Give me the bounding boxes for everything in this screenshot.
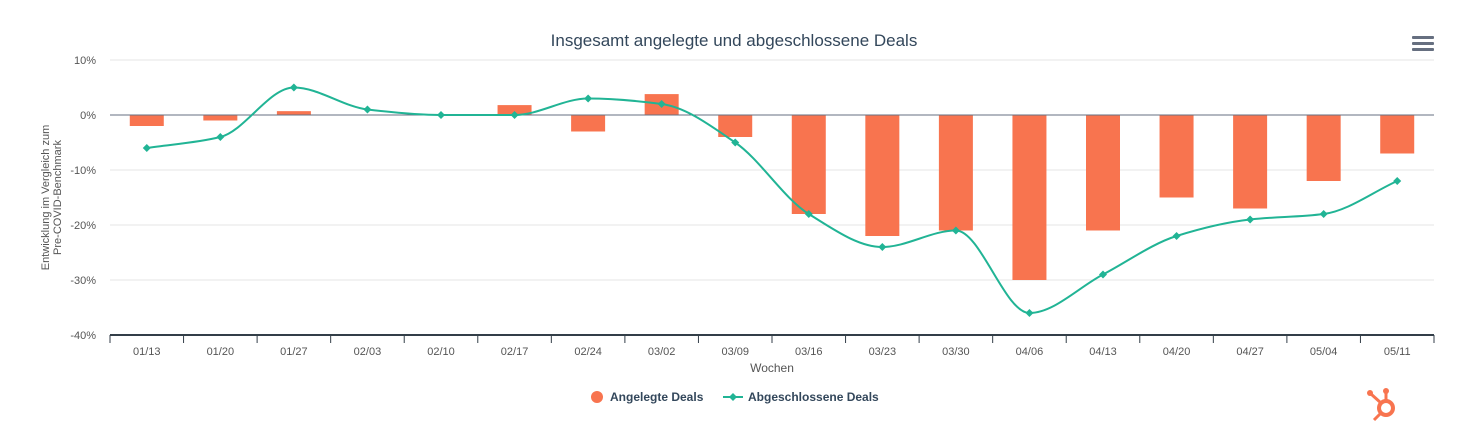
x-tick-label: 03/23: [869, 346, 897, 358]
bar-angelegte-deals: [865, 115, 900, 236]
y-tick-label: -30%: [70, 275, 96, 287]
x-tick-label: 01/27: [280, 346, 308, 358]
x-tick-label: 02/24: [574, 346, 602, 358]
point-abgeschlossene-deals: [510, 111, 519, 119]
x-tick-label: 02/03: [354, 346, 382, 358]
point-abgeschlossene-deals: [1099, 270, 1107, 279]
x-tick-label: 03/30: [942, 346, 970, 358]
y-tick-label: 10%: [74, 55, 96, 67]
point-abgeschlossene-deals: [1393, 177, 1402, 185]
point-abgeschlossene-deals: [731, 138, 740, 147]
point-abgeschlossene-deals: [437, 111, 445, 119]
bar-angelegte-deals: [497, 105, 532, 115]
x-tick-label: 03/02: [648, 346, 676, 358]
x-tick-label: 04/20: [1163, 346, 1191, 358]
legend-label-abgeschlossene-deals: Abgeschlossene Deals: [748, 390, 879, 404]
x-tick-label: 03/09: [721, 346, 749, 358]
point-abgeschlossene-deals: [363, 105, 372, 114]
bar-angelegte-deals: [276, 111, 311, 115]
x-tick-label: 04/27: [1236, 346, 1264, 358]
axes: 10% 0% -10% -20% -30% -40% 01/13 01/20 01/27 02/0…: [70, 55, 1435, 358]
x-tick-label: 04/06: [1016, 346, 1044, 358]
legend: Angelegte Deals Abgeschlossene Deals: [591, 390, 879, 404]
point-abgeschlossene-deals: [1246, 215, 1255, 224]
x-tick-label: 01/20: [207, 346, 235, 358]
bar-angelegte-deals: [1086, 115, 1120, 231]
point-abgeschlossene-deals: [657, 100, 666, 108]
bar-angelegte-deals: [1012, 115, 1047, 280]
x-tick-label: 03/16: [795, 346, 823, 358]
chart-title: Insgesamt angelegte und abgeschlossene D…: [551, 31, 918, 50]
bar-angelegte-deals: [571, 115, 606, 132]
legend-marker-angelegte-deals: [591, 391, 603, 403]
x-tick-label: 04/13: [1089, 346, 1117, 358]
bar-angelegte-deals: [938, 115, 973, 231]
bar-angelegte-deals: [1233, 115, 1268, 209]
point-abgeschlossene-deals: [142, 144, 151, 152]
bar-angelegte-deals: [203, 115, 238, 121]
point-abgeschlossene-deals: [289, 83, 298, 92]
point-abgeschlossene-deals: [804, 210, 813, 218]
line-abgeschlossene-deals: [146, 86, 1398, 315]
hamburger-menu-icon[interactable]: [1412, 36, 1434, 52]
y-axis-label-line: Entwicklung im Vergleich zum: [40, 125, 52, 271]
bar-angelegte-deals: [129, 115, 164, 126]
point-abgeschlossene-deals: [584, 94, 593, 103]
point-abgeschlossene-deals: [1025, 309, 1034, 317]
x-tick-label: 01/13: [133, 346, 161, 358]
bar-angelegte-deals: [1380, 115, 1415, 154]
x-tick-label: 05/04: [1310, 346, 1338, 358]
point-abgeschlossene-deals: [951, 226, 960, 235]
bar-angelegte-deals: [718, 115, 753, 137]
hubspot-logo: [1367, 388, 1395, 422]
y-axis-label-line: Pre-COVID-Benchmark: [52, 140, 64, 255]
x-tick-label: 05/11: [1384, 346, 1411, 358]
x-tick-label: 02/10: [427, 346, 455, 358]
x-axis-label: Wochen: [750, 361, 794, 375]
line-series-abgeschlossene-deals: [142, 83, 1402, 317]
bar-angelegte-deals: [791, 115, 826, 214]
y-axis-label: Entwicklung im Vergleich zumPre-COVID-Be…: [40, 125, 64, 271]
point-abgeschlossene-deals: [1172, 232, 1181, 240]
legend-label-angelegte-deals: Angelegte Deals: [610, 390, 704, 404]
x-tick-label: 02/17: [501, 346, 529, 358]
bar-series-angelegte-deals: [129, 94, 1415, 280]
bar-angelegte-deals: [1159, 115, 1194, 198]
y-tick-label: -40%: [70, 330, 96, 342]
point-abgeschlossene-deals: [1319, 210, 1328, 218]
point-abgeschlossene-deals: [878, 243, 887, 251]
bar-angelegte-deals: [1306, 115, 1341, 181]
y-tick-label: 0%: [80, 110, 96, 122]
y-tick-label: -10%: [70, 165, 96, 177]
legend-marker-abgeschlossene-deals: [729, 393, 737, 401]
y-tick-label: -20%: [70, 220, 96, 232]
point-abgeschlossene-deals: [216, 133, 225, 141]
